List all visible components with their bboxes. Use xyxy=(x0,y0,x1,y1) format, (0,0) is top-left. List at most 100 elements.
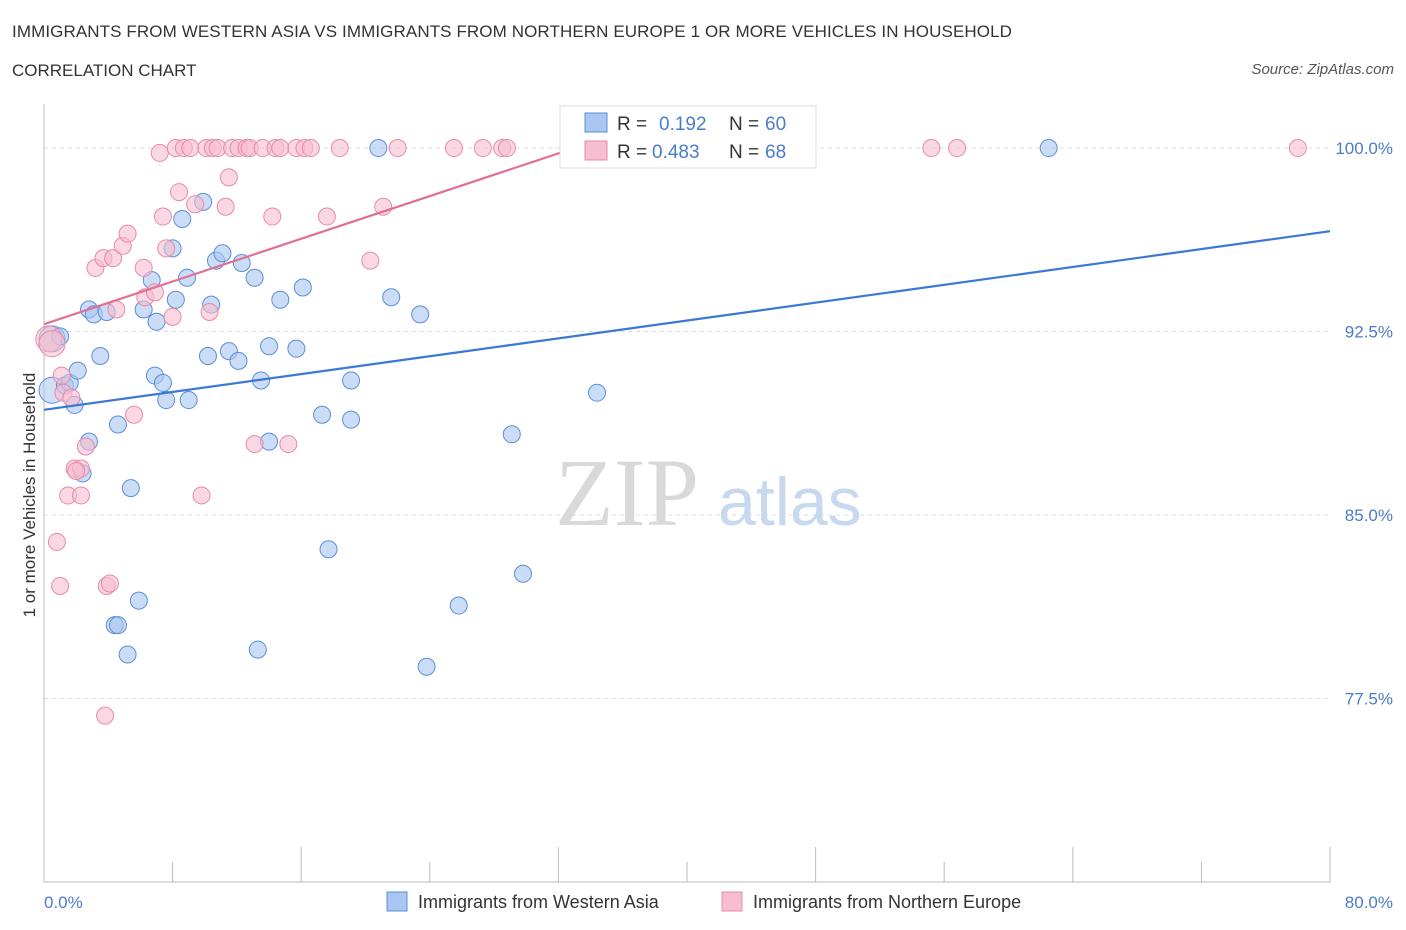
western-asia-point-59 xyxy=(1039,139,1058,158)
stats-swatch-western-asia xyxy=(584,112,608,133)
stats-swatch-northern-europe xyxy=(584,140,608,161)
y-axis-title: 1 or more Vehicles in Household xyxy=(20,373,39,618)
watermark-atlas: atlas xyxy=(718,464,862,540)
western-asia-point-13 xyxy=(108,415,127,434)
x-axis-tick-labels: 0.0% 80.0% xyxy=(44,893,1393,912)
legend-label-northern-europe: Immigrants from Northern Europe xyxy=(753,892,1021,912)
western-asia-point-55 xyxy=(502,425,521,444)
western-asia-point-37 xyxy=(232,254,251,273)
stats-r-label-northern-europe: R = xyxy=(617,142,647,163)
western-asia-trend-line xyxy=(43,230,1331,411)
western-asia-point-57 xyxy=(587,383,606,402)
northern-europe-point-66 xyxy=(96,706,115,725)
western-asia-point-6 xyxy=(68,361,87,380)
northern-europe-point-63 xyxy=(948,139,967,158)
western-asia-point-49 xyxy=(342,410,361,429)
western-asia-point-44 xyxy=(287,339,306,358)
northern-europe-point-65 xyxy=(192,486,211,505)
western-asia-point-52 xyxy=(411,305,430,324)
northern-europe-point-37 xyxy=(216,197,235,216)
chart-subtitle: CORRELATION CHART xyxy=(12,61,197,80)
western-asia-point-54 xyxy=(449,596,468,615)
stats-n-label-northern-europe: N = xyxy=(729,142,759,163)
western-asia-point-40 xyxy=(248,640,267,659)
western-asia-point-34 xyxy=(213,244,232,263)
series-western-asia-points xyxy=(38,139,1058,676)
northern-europe-point-3 xyxy=(51,576,70,595)
northern-europe-point-4 xyxy=(52,366,71,385)
legend-item-northern-europe[interactable]: Immigrants from Northern Europe xyxy=(721,891,1021,912)
y-tick-label-1: 92.5% xyxy=(1345,323,1393,342)
northern-europe-point-53 xyxy=(330,139,349,158)
northern-europe-point-24 xyxy=(150,143,169,162)
stats-n-value-western-asia: 60 xyxy=(765,114,786,135)
western-asia-point-38 xyxy=(245,268,264,287)
legend: Immigrants from Western Asia Immigrants … xyxy=(386,891,1021,912)
chart-title: IMMIGRANTS FROM WESTERN ASIA VS IMMIGRAN… xyxy=(12,22,1013,41)
western-asia-point-47 xyxy=(319,540,338,559)
trend-lines xyxy=(43,146,1331,411)
watermark-zip: ZIP xyxy=(555,439,699,546)
legend-swatch-western-asia xyxy=(386,891,408,912)
northern-europe-point-60 xyxy=(497,139,516,158)
northern-europe-point-32 xyxy=(186,195,205,214)
northern-europe-point-51 xyxy=(301,139,320,158)
western-asia-point-51 xyxy=(382,288,401,307)
stats-n-value-northern-europe: 68 xyxy=(765,142,786,163)
western-asia-point-11 xyxy=(91,346,110,365)
western-asia-point-45 xyxy=(293,278,312,297)
northern-europe-point-38 xyxy=(219,168,238,187)
stats-r-value-northern-europe: 0.483 xyxy=(652,142,700,163)
northern-europe-point-27 xyxy=(163,307,182,326)
northern-europe-point-29 xyxy=(170,183,189,202)
grid-lines xyxy=(44,147,1330,700)
x-axis-ticks xyxy=(43,847,1331,882)
y-axis-tick-labels: 100.0% 92.5% 85.0% 77.5% xyxy=(1335,139,1393,708)
northern-europe-point-57 xyxy=(444,139,463,158)
western-asia-point-23 xyxy=(153,373,172,392)
northern-europe-point-21 xyxy=(134,258,153,277)
western-asia-point-26 xyxy=(166,290,185,309)
western-asia-point-41 xyxy=(260,337,279,356)
northern-europe-point-16 xyxy=(104,249,123,268)
northern-europe-point-64 xyxy=(1288,139,1307,158)
western-asia-point-48 xyxy=(342,371,361,390)
western-asia-point-56 xyxy=(514,564,533,583)
northern-europe-point-43 xyxy=(245,435,264,454)
western-asia-point-22 xyxy=(147,312,166,331)
northern-europe-point-62 xyxy=(922,139,941,158)
northern-europe-point-31 xyxy=(181,139,200,158)
stats-r-label-western-asia: R = xyxy=(617,114,647,135)
stats-n-label-western-asia: N = xyxy=(729,114,759,135)
northern-europe-point-67 xyxy=(67,461,86,480)
northern-europe-point-17 xyxy=(107,300,126,319)
northern-europe-point-20 xyxy=(125,405,144,424)
western-asia-point-36 xyxy=(229,351,248,370)
northern-europe-point-25 xyxy=(153,207,172,226)
x-tick-label-1: 80.0% xyxy=(1345,893,1393,912)
x-tick-label-0: 0.0% xyxy=(44,893,83,912)
northern-europe-point-45 xyxy=(263,207,282,226)
northern-europe-point-1 xyxy=(38,330,66,358)
northern-europe-point-48 xyxy=(279,435,298,454)
stats-r-value-western-asia: 0.192 xyxy=(659,114,707,135)
legend-label-western-asia: Immigrants from Western Asia xyxy=(418,892,660,912)
series-northern-europe-points xyxy=(35,139,1307,725)
northern-europe-point-15 xyxy=(100,574,119,593)
western-asia-point-43 xyxy=(271,290,290,309)
western-asia-point-29 xyxy=(179,391,198,410)
y-tick-label-0: 100.0% xyxy=(1335,139,1393,158)
y-tick-label-3: 77.5% xyxy=(1345,690,1393,709)
stats-box: R = 0.192 N = 60 R = 0.483 N = 68 xyxy=(559,105,817,169)
western-asia-point-14 xyxy=(121,479,140,498)
northern-europe-point-2 xyxy=(47,532,66,551)
northern-europe-point-7 xyxy=(62,388,81,407)
western-asia-point-50 xyxy=(369,139,388,158)
legend-item-western-asia[interactable]: Immigrants from Western Asia xyxy=(386,891,660,912)
source-label: Source: ZipAtlas.com xyxy=(1251,61,1394,78)
legend-swatch-northern-europe xyxy=(721,891,743,912)
northern-europe-point-26 xyxy=(157,239,176,258)
western-asia-point-46 xyxy=(313,405,332,424)
northern-europe-point-34 xyxy=(200,302,219,321)
